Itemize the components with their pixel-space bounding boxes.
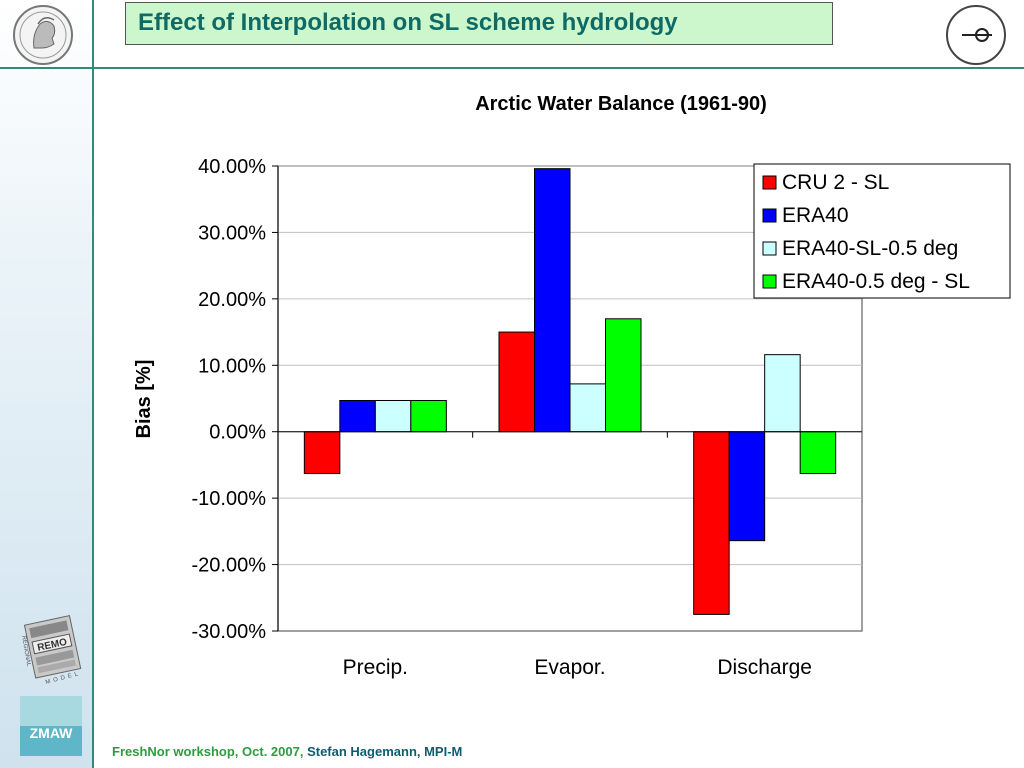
bar <box>799 431 837 475</box>
bar <box>569 383 606 433</box>
legend-label: ERA40-0.5 deg - SL <box>782 270 970 293</box>
sidebar-divider <box>92 0 94 768</box>
bar <box>303 431 341 475</box>
footer-author: Stefan Hagemann, MPI-M <box>307 744 463 759</box>
bar <box>374 399 412 433</box>
bar <box>534 168 571 433</box>
bars <box>303 168 837 615</box>
bar <box>728 431 766 542</box>
legend-label: ERA40 <box>782 204 849 227</box>
legend-label: ERA40-SL-0.5 deg <box>782 237 958 260</box>
bar-chart: 40.00% 30.00% 20.00% 10.00% 0.00% -10.00% -20.… <box>133 93 1011 679</box>
footer-event: FreshNor workshop, Oct. 2007, <box>112 744 304 759</box>
legend-swatch <box>762 274 777 289</box>
regional-logo-text: REGIONAL <box>20 635 31 667</box>
y-tick-label: -10.00% <box>192 488 267 510</box>
zmaw-logo-text: ZMAW <box>30 725 74 741</box>
legend-label: CRU 2 - SL <box>782 171 889 194</box>
footer: FreshNor workshop, Oct. 2007, Stefan Hag… <box>112 744 462 759</box>
slide-title-box: Effect of Interpolation on SL scheme hyd… <box>125 2 833 45</box>
y-tick-label: 10.00% <box>198 355 266 377</box>
legend-swatch <box>762 175 777 190</box>
zmaw-logo-icon: ZMAW <box>20 696 82 756</box>
y-tick-label: -30.00% <box>192 621 267 643</box>
bar <box>693 431 730 615</box>
minerva-logo-icon <box>13 5 73 65</box>
x-tick-label: Precip. <box>343 656 408 679</box>
axes: 40.00% 30.00% 20.00% 10.00% 0.00% -10.00% -20.… <box>192 156 862 679</box>
legend-box <box>753 163 1011 299</box>
legend-swatch <box>762 241 777 256</box>
header-divider <box>0 67 1024 69</box>
legend: CRU 2 - SL ERA40 ERA40-SL-0.5 deg ERA40-0.5… <box>753 163 1011 299</box>
y-tick-label: 20.00% <box>198 289 266 311</box>
bar <box>498 331 535 433</box>
x-tick-label: Discharge <box>717 656 812 679</box>
bar <box>764 354 801 433</box>
chart-title: Arctic Water Balance (1961-90) <box>475 93 767 115</box>
y-axis-label: Bias [%] <box>133 360 155 439</box>
y-tick-label: 30.00% <box>198 222 266 244</box>
bar <box>605 318 642 433</box>
remo-logo-icon: REMO REGIONAL MODEL <box>20 615 82 686</box>
y-tick-label: -20.00% <box>192 555 267 577</box>
bar <box>339 399 376 433</box>
legend-swatch <box>762 208 777 223</box>
y-tick-label: 0.00% <box>209 422 266 444</box>
x-tick-label: Evapor. <box>534 656 605 679</box>
y-tick-label: 40.00% <box>198 156 266 178</box>
institute-logo-icon <box>946 5 1006 65</box>
bar <box>410 399 447 433</box>
slide-title: Effect of Interpolation on SL scheme hyd… <box>138 9 678 36</box>
